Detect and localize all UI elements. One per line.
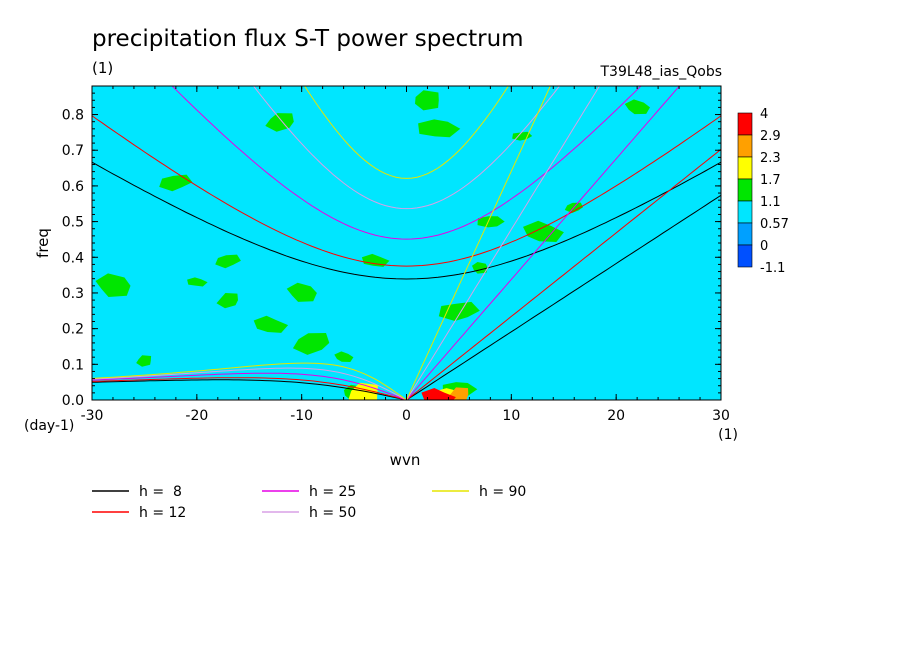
- patch-1.1: [286, 282, 317, 302]
- x-tick-label: 10: [502, 408, 520, 424]
- colorbar-label: 2.9: [760, 129, 781, 144]
- patch-1.1: [159, 174, 193, 192]
- patch-1.1: [512, 131, 533, 141]
- colorbar-label: 0: [760, 239, 768, 254]
- colorbar-label: -1.1: [760, 261, 785, 276]
- x-tick-label: -30: [81, 408, 104, 424]
- y-tick-label: 0.4: [62, 250, 84, 266]
- x-unit-label: (1): [718, 427, 738, 443]
- y-tick-label: 0.8: [62, 108, 84, 124]
- gravity-curve: [171, 86, 642, 240]
- y-tick-label: 0.1: [62, 357, 84, 373]
- legend: h = 8 h = 12 h = 25 h = 50 h = 90: [92, 484, 526, 521]
- patch-1.1: [216, 293, 238, 309]
- rossby-curve: [92, 367, 407, 400]
- patch-0.57: [522, 380, 543, 391]
- colorbar: 4 2.9 2.3 1.7 1.1 0.57 0 -1.1: [737, 107, 789, 276]
- patch-1.1: [523, 220, 564, 242]
- y-axis: 0.0 0.1 0.2 0.3 0.4 0.5 0.6 0.7 0.8: [62, 92, 721, 409]
- colorbar-swatch: [737, 178, 753, 202]
- patch-1.1: [477, 216, 505, 228]
- colorbar-label: 0.57: [760, 217, 789, 232]
- y-tick-label: 0.7: [62, 143, 84, 159]
- colorbar-label: 4: [760, 107, 768, 122]
- legend-label: h = 8: [139, 484, 182, 500]
- colorbar-label: 2.3: [760, 151, 781, 166]
- legend-label: h = 50: [309, 505, 356, 521]
- colorbar-label: 1.7: [760, 173, 781, 188]
- patch-1.1: [253, 315, 289, 333]
- x-axis-label: wvn: [390, 451, 421, 469]
- rossby-curve: [92, 372, 407, 400]
- gravity-curve: [92, 115, 721, 267]
- chart-subtitle-left: (1): [92, 59, 113, 77]
- patch-0.57: [582, 365, 608, 379]
- x-tick-label: 30: [712, 408, 730, 424]
- y-tick-label: 0.6: [62, 179, 84, 195]
- legend-label: h = 90: [479, 484, 526, 500]
- patch-1.1: [361, 253, 390, 267]
- colorbar-swatch: [737, 134, 753, 158]
- chart-title: precipitation flux S-T power spectrum: [92, 26, 524, 52]
- patch-2.9: [421, 388, 456, 400]
- colorbar-label: 1.1: [760, 195, 781, 210]
- x-tick-label: 0: [402, 408, 411, 424]
- gravity-curve: [92, 161, 721, 280]
- patch-1.1: [215, 254, 241, 269]
- rossby-curve: [92, 362, 407, 400]
- gravity-curve: [252, 86, 561, 210]
- chart-subtitle-right: T39L48_ias_Qobs: [599, 64, 722, 80]
- rossby-curve: [92, 379, 407, 400]
- kelvin-curve: [406, 148, 721, 400]
- kelvin-curve: [406, 86, 681, 400]
- colorbar-swatch: [737, 112, 753, 136]
- patch-1.1: [418, 119, 461, 138]
- patch-1.1: [95, 273, 131, 297]
- gravity-curve: [304, 86, 509, 179]
- kelvin-curve: [406, 86, 551, 400]
- x-axis: -30 -20 -10 0 10 20 30: [81, 86, 730, 424]
- patch-1.1: [415, 90, 439, 111]
- patch-1.1: [136, 355, 152, 367]
- colorbar-swatch: [737, 244, 753, 268]
- colorbar-swatch: [737, 200, 753, 224]
- patch-1.1: [292, 333, 330, 355]
- y-axis-label: freq: [34, 228, 52, 258]
- y-unit-label: (day-1): [24, 418, 74, 434]
- y-tick-label: 0.0: [62, 393, 84, 409]
- legend-label: h = 25: [309, 484, 356, 500]
- colorbar-swatch: [737, 156, 753, 180]
- kelvin-curve: [406, 194, 721, 400]
- patch-1.1: [187, 277, 208, 287]
- kelvin-curve: [406, 86, 601, 400]
- rossby-curve: [92, 377, 407, 400]
- x-tick-label: -20: [185, 408, 208, 424]
- y-tick-label: 0.5: [62, 215, 84, 231]
- colorbar-swatch: [737, 222, 753, 246]
- y-tick-label: 0.3: [62, 286, 84, 302]
- patch-0.57: [387, 340, 424, 363]
- patch-1.1: [334, 351, 354, 362]
- patch-1.1: [624, 99, 650, 115]
- dispersion-curves: [92, 86, 721, 400]
- legend-label: h = 12: [139, 505, 186, 521]
- x-tick-label: -10: [290, 408, 313, 424]
- y-tick-label: 0.2: [62, 322, 84, 338]
- x-tick-label: 20: [607, 408, 625, 424]
